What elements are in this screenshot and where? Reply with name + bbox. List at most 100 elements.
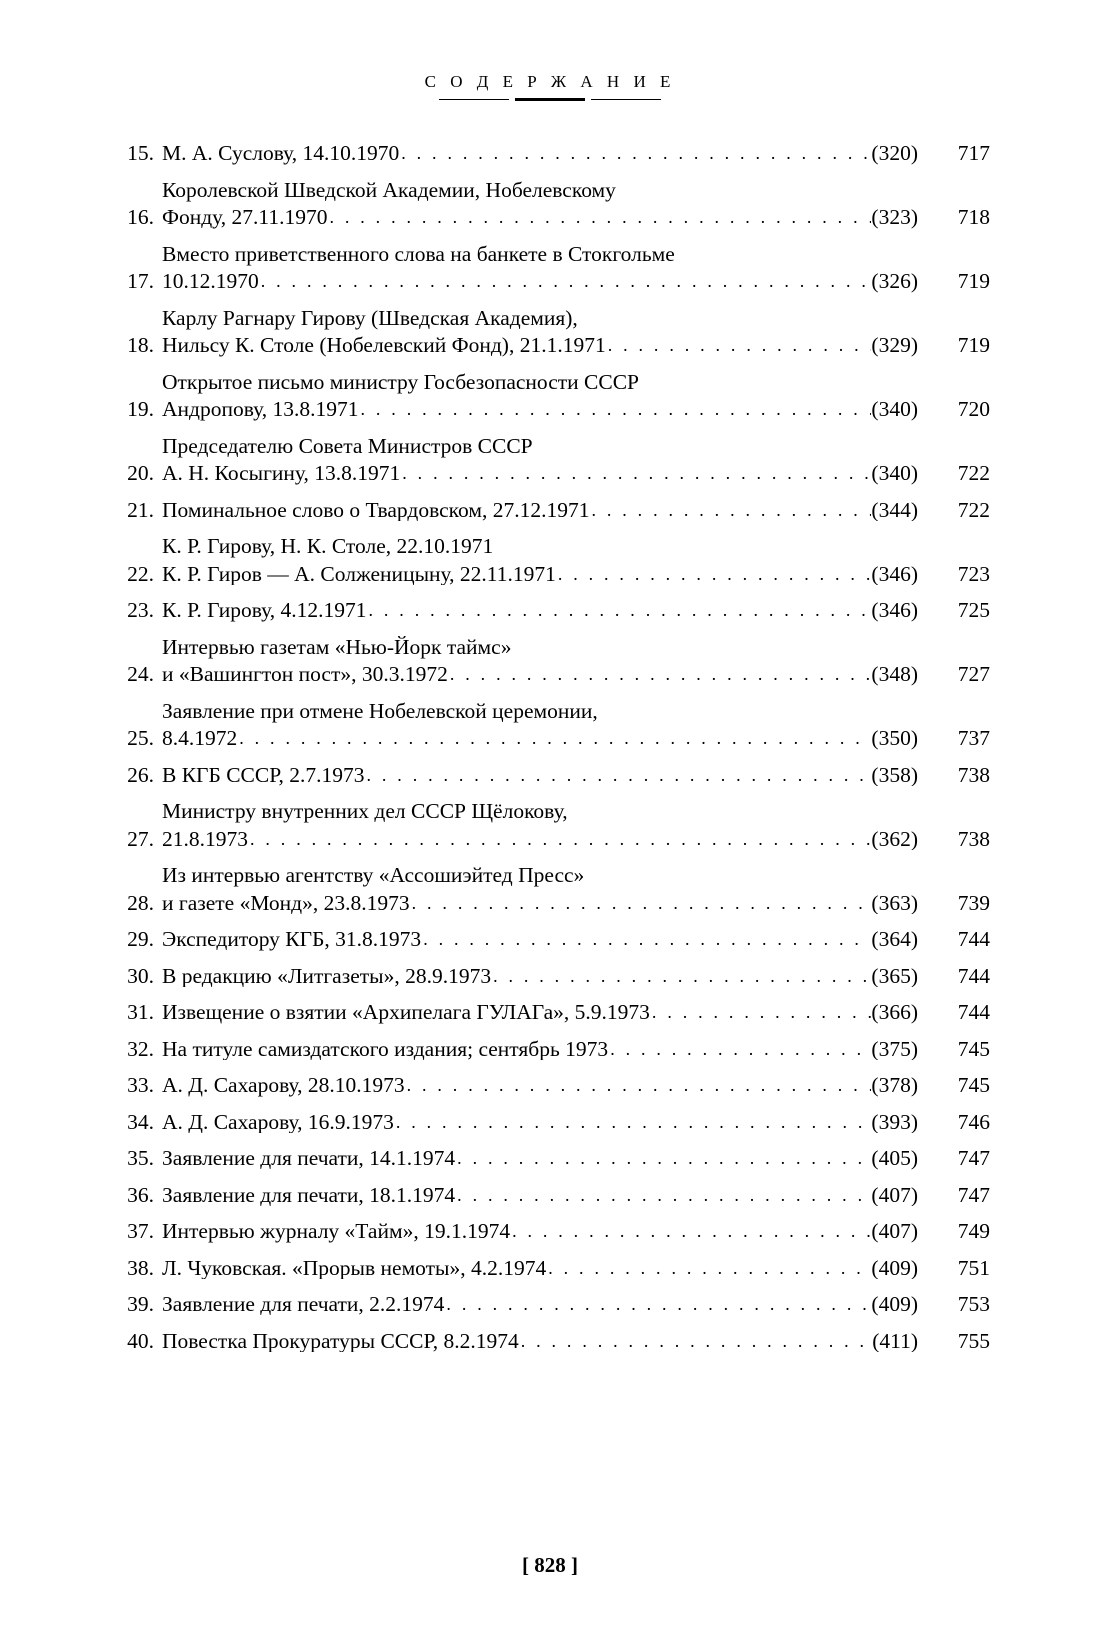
entry-number: 40. <box>110 1331 162 1353</box>
entry-paren-page: (320) <box>871 143 918 165</box>
entry-number: 22. <box>110 564 162 586</box>
entry-leader-row: 10.12.1970 . . . . . . . . . . . . . . .… <box>162 271 918 293</box>
leader-dots: . . . . . . . . . . . . . . . . . . . . … <box>589 501 871 519</box>
entry-body: Интервью газетам «Нью-Йорк таймс»и «Ваши… <box>162 637 918 686</box>
toc-entry: 38.Л. Чуковская. «Прорыв немоты», 4.2.19… <box>110 1258 990 1280</box>
entry-body: Вместо приветственного слова на банкете … <box>162 244 918 293</box>
entry-page: 747 <box>918 1185 990 1207</box>
entry-page: 746 <box>918 1112 990 1134</box>
entry-number: 33. <box>110 1075 162 1097</box>
entry-paren-page: (358) <box>871 765 918 787</box>
leader-dots: . . . . . . . . . . . . . . . . . . . . … <box>237 729 871 747</box>
entry-number: 23. <box>110 600 162 622</box>
entry-body: Заявление для печати, 18.1.1974 . . . . … <box>162 1185 918 1207</box>
entry-number: 17. <box>110 271 162 293</box>
entry-leader-row: Фонду, 27.11.1970 . . . . . . . . . . . … <box>162 207 918 229</box>
entry-body: Открытое письмо министру Госбезопасности… <box>162 372 918 421</box>
toc-entry: 20.Председателю Совета Министров СССРА. … <box>110 436 990 485</box>
toc-entry: 16.Королевской Шведской Академии, Нобеле… <box>110 180 990 229</box>
entry-text-last: К. Р. Гиров — А. Солженицыну, 22.11.1971 <box>162 564 556 586</box>
entry-leader-row: Нильсу К. Столе (Нобелевский Фонд), 21.1… <box>162 335 918 357</box>
entry-leader-row: Извещение о взятии «Архипелага ГУЛАГа», … <box>162 1002 918 1024</box>
entry-leader-row: А. Н. Косыгину, 13.8.1971 . . . . . . . … <box>162 463 918 485</box>
entry-paren-page: (350) <box>871 728 918 750</box>
entry-text-last: К. Р. Гирову, 4.12.1971 <box>162 600 367 622</box>
entry-text-last: Извещение о взятии «Архипелага ГУЛАГа», … <box>162 1002 650 1024</box>
entry-number: 15. <box>110 143 162 165</box>
toc-entry: 17.Вместо приветственного слова на банке… <box>110 244 990 293</box>
toc-entry: 23.К. Р. Гирову, 4.12.1971 . . . . . . .… <box>110 600 990 622</box>
entry-paren-page: (340) <box>871 399 918 421</box>
leader-dots: . . . . . . . . . . . . . . . . . . . . … <box>399 144 871 162</box>
entry-text-last: Повестка Прокуратуры СССР, 8.2.1974 <box>162 1331 519 1353</box>
leader-dots: . . . . . . . . . . . . . . . . . . . . … <box>248 830 871 848</box>
entry-paren-page: (409) <box>871 1294 918 1316</box>
leader-dots: . . . . . . . . . . . . . . . . . . . . … <box>455 1149 871 1167</box>
entry-text-line: Открытое письмо министру Госбезопасности… <box>162 372 918 394</box>
entry-number: 37. <box>110 1221 162 1243</box>
entry-paren-page: (344) <box>871 500 918 522</box>
entry-leader-row: Интервью журналу «Тайм», 19.1.1974 . . .… <box>162 1221 918 1243</box>
entry-text-last: А. Д. Сахарову, 16.9.1973 <box>162 1112 394 1134</box>
entry-text-last: Фонду, 27.11.1970 <box>162 207 327 229</box>
entry-leader-row: К. Р. Гиров — А. Солженицыну, 22.11.1971… <box>162 564 918 586</box>
entry-text-last: Заявление для печати, 14.1.1974 <box>162 1148 455 1170</box>
entry-paren-page: (329) <box>871 335 918 357</box>
entry-leader-row: На титуле самиздатского издания; сентябр… <box>162 1039 918 1061</box>
entry-body: К. Р. Гирову, 4.12.1971 . . . . . . . . … <box>162 600 918 622</box>
entry-leader-row: К. Р. Гирову, 4.12.1971 . . . . . . . . … <box>162 600 918 622</box>
toc-entry: 26.В КГБ СССР, 2.7.1973 . . . . . . . . … <box>110 765 990 787</box>
leader-dots: . . . . . . . . . . . . . . . . . . . . … <box>519 1332 872 1350</box>
entry-body: На титуле самиздатского издания; сентябр… <box>162 1039 918 1061</box>
toc-entry: 19.Открытое письмо министру Госбезопасно… <box>110 372 990 421</box>
entry-text-last: А. Н. Косыгину, 13.8.1971 <box>162 463 400 485</box>
entry-text-last: 10.12.1970 <box>162 271 259 293</box>
entry-body: Экспедитору КГБ, 31.8.1973 . . . . . . .… <box>162 929 918 951</box>
leader-dots: . . . . . . . . . . . . . . . . . . . . … <box>455 1186 871 1204</box>
entry-page: 738 <box>918 765 990 787</box>
entry-number: 21. <box>110 500 162 522</box>
entry-body: Повестка Прокуратуры СССР, 8.2.1974 . . … <box>162 1331 918 1353</box>
entry-number: 39. <box>110 1294 162 1316</box>
entry-paren-page: (407) <box>871 1185 918 1207</box>
entry-body: В редакцию «Литгазеты», 28.9.1973 . . . … <box>162 966 918 988</box>
entry-body: Интервью журналу «Тайм», 19.1.1974 . . .… <box>162 1221 918 1243</box>
entry-body: Л. Чуковская. «Прорыв немоты», 4.2.1974 … <box>162 1258 918 1280</box>
entry-leader-row: Заявление для печати, 18.1.1974 . . . . … <box>162 1185 918 1207</box>
entry-number: 18. <box>110 335 162 357</box>
entry-leader-row: М. А. Суслову, 14.10.1970 . . . . . . . … <box>162 143 918 165</box>
entry-text-last: А. Д. Сахарову, 28.10.1973 <box>162 1075 405 1097</box>
entry-leader-row: Повестка Прокуратуры СССР, 8.2.1974 . . … <box>162 1331 918 1353</box>
entry-page: 727 <box>918 664 990 686</box>
entry-text-line: Заявление при отмене Нобелевской церемон… <box>162 701 918 723</box>
entry-page: 744 <box>918 966 990 988</box>
entry-page: 753 <box>918 1294 990 1316</box>
entry-text-last: Л. Чуковская. «Прорыв немоты», 4.2.1974 <box>162 1258 546 1280</box>
entry-leader-row: 21.8.1973 . . . . . . . . . . . . . . . … <box>162 829 918 851</box>
entry-body: Королевской Шведской Академии, Нобелевск… <box>162 180 918 229</box>
entry-text-last: Андропову, 13.8.1971 <box>162 399 359 421</box>
toc-entry: 15.М. А. Суслову, 14.10.1970 . . . . . .… <box>110 143 990 165</box>
entry-page: 719 <box>918 335 990 357</box>
toc-entry: 28.Из интервью агентству «Ассошиэйтед Пр… <box>110 865 990 914</box>
entry-text-last: Заявление для печати, 18.1.1974 <box>162 1185 455 1207</box>
toc-entry: 32.На титуле самиздатского издания; сент… <box>110 1039 990 1061</box>
leader-dots: . . . . . . . . . . . . . . . . . . . . … <box>444 1295 871 1313</box>
leader-dots: . . . . . . . . . . . . . . . . . . . . … <box>606 336 872 354</box>
entry-page: 722 <box>918 463 990 485</box>
leader-dots: . . . . . . . . . . . . . . . . . . . . … <box>259 272 872 290</box>
toc-entry: 25.Заявление при отмене Нобелевской цере… <box>110 701 990 750</box>
toc-entry: 33.А. Д. Сахарову, 28.10.1973 . . . . . … <box>110 1075 990 1097</box>
leader-dots: . . . . . . . . . . . . . . . . . . . . … <box>359 400 872 418</box>
entry-text-line: Карлу Рагнару Гирову (Шведская Академия)… <box>162 308 918 330</box>
entry-text-line: Королевской Шведской Академии, Нобелевск… <box>162 180 918 202</box>
entry-paren-page: (411) <box>872 1331 918 1353</box>
entry-body: А. Д. Сахарову, 28.10.1973 . . . . . . .… <box>162 1075 918 1097</box>
entry-leader-row: Андропову, 13.8.1971 . . . . . . . . . .… <box>162 399 918 421</box>
entry-paren-page: (340) <box>871 463 918 485</box>
toc-entry: 35.Заявление для печати, 14.1.1974 . . .… <box>110 1148 990 1170</box>
entry-body: Извещение о взятии «Архипелага ГУЛАГа», … <box>162 1002 918 1024</box>
entry-paren-page: (393) <box>871 1112 918 1134</box>
page: С О Д Е Р Ж А Н И Е 15.М. А. Суслову, 14… <box>0 0 1100 1650</box>
entry-page: 745 <box>918 1075 990 1097</box>
